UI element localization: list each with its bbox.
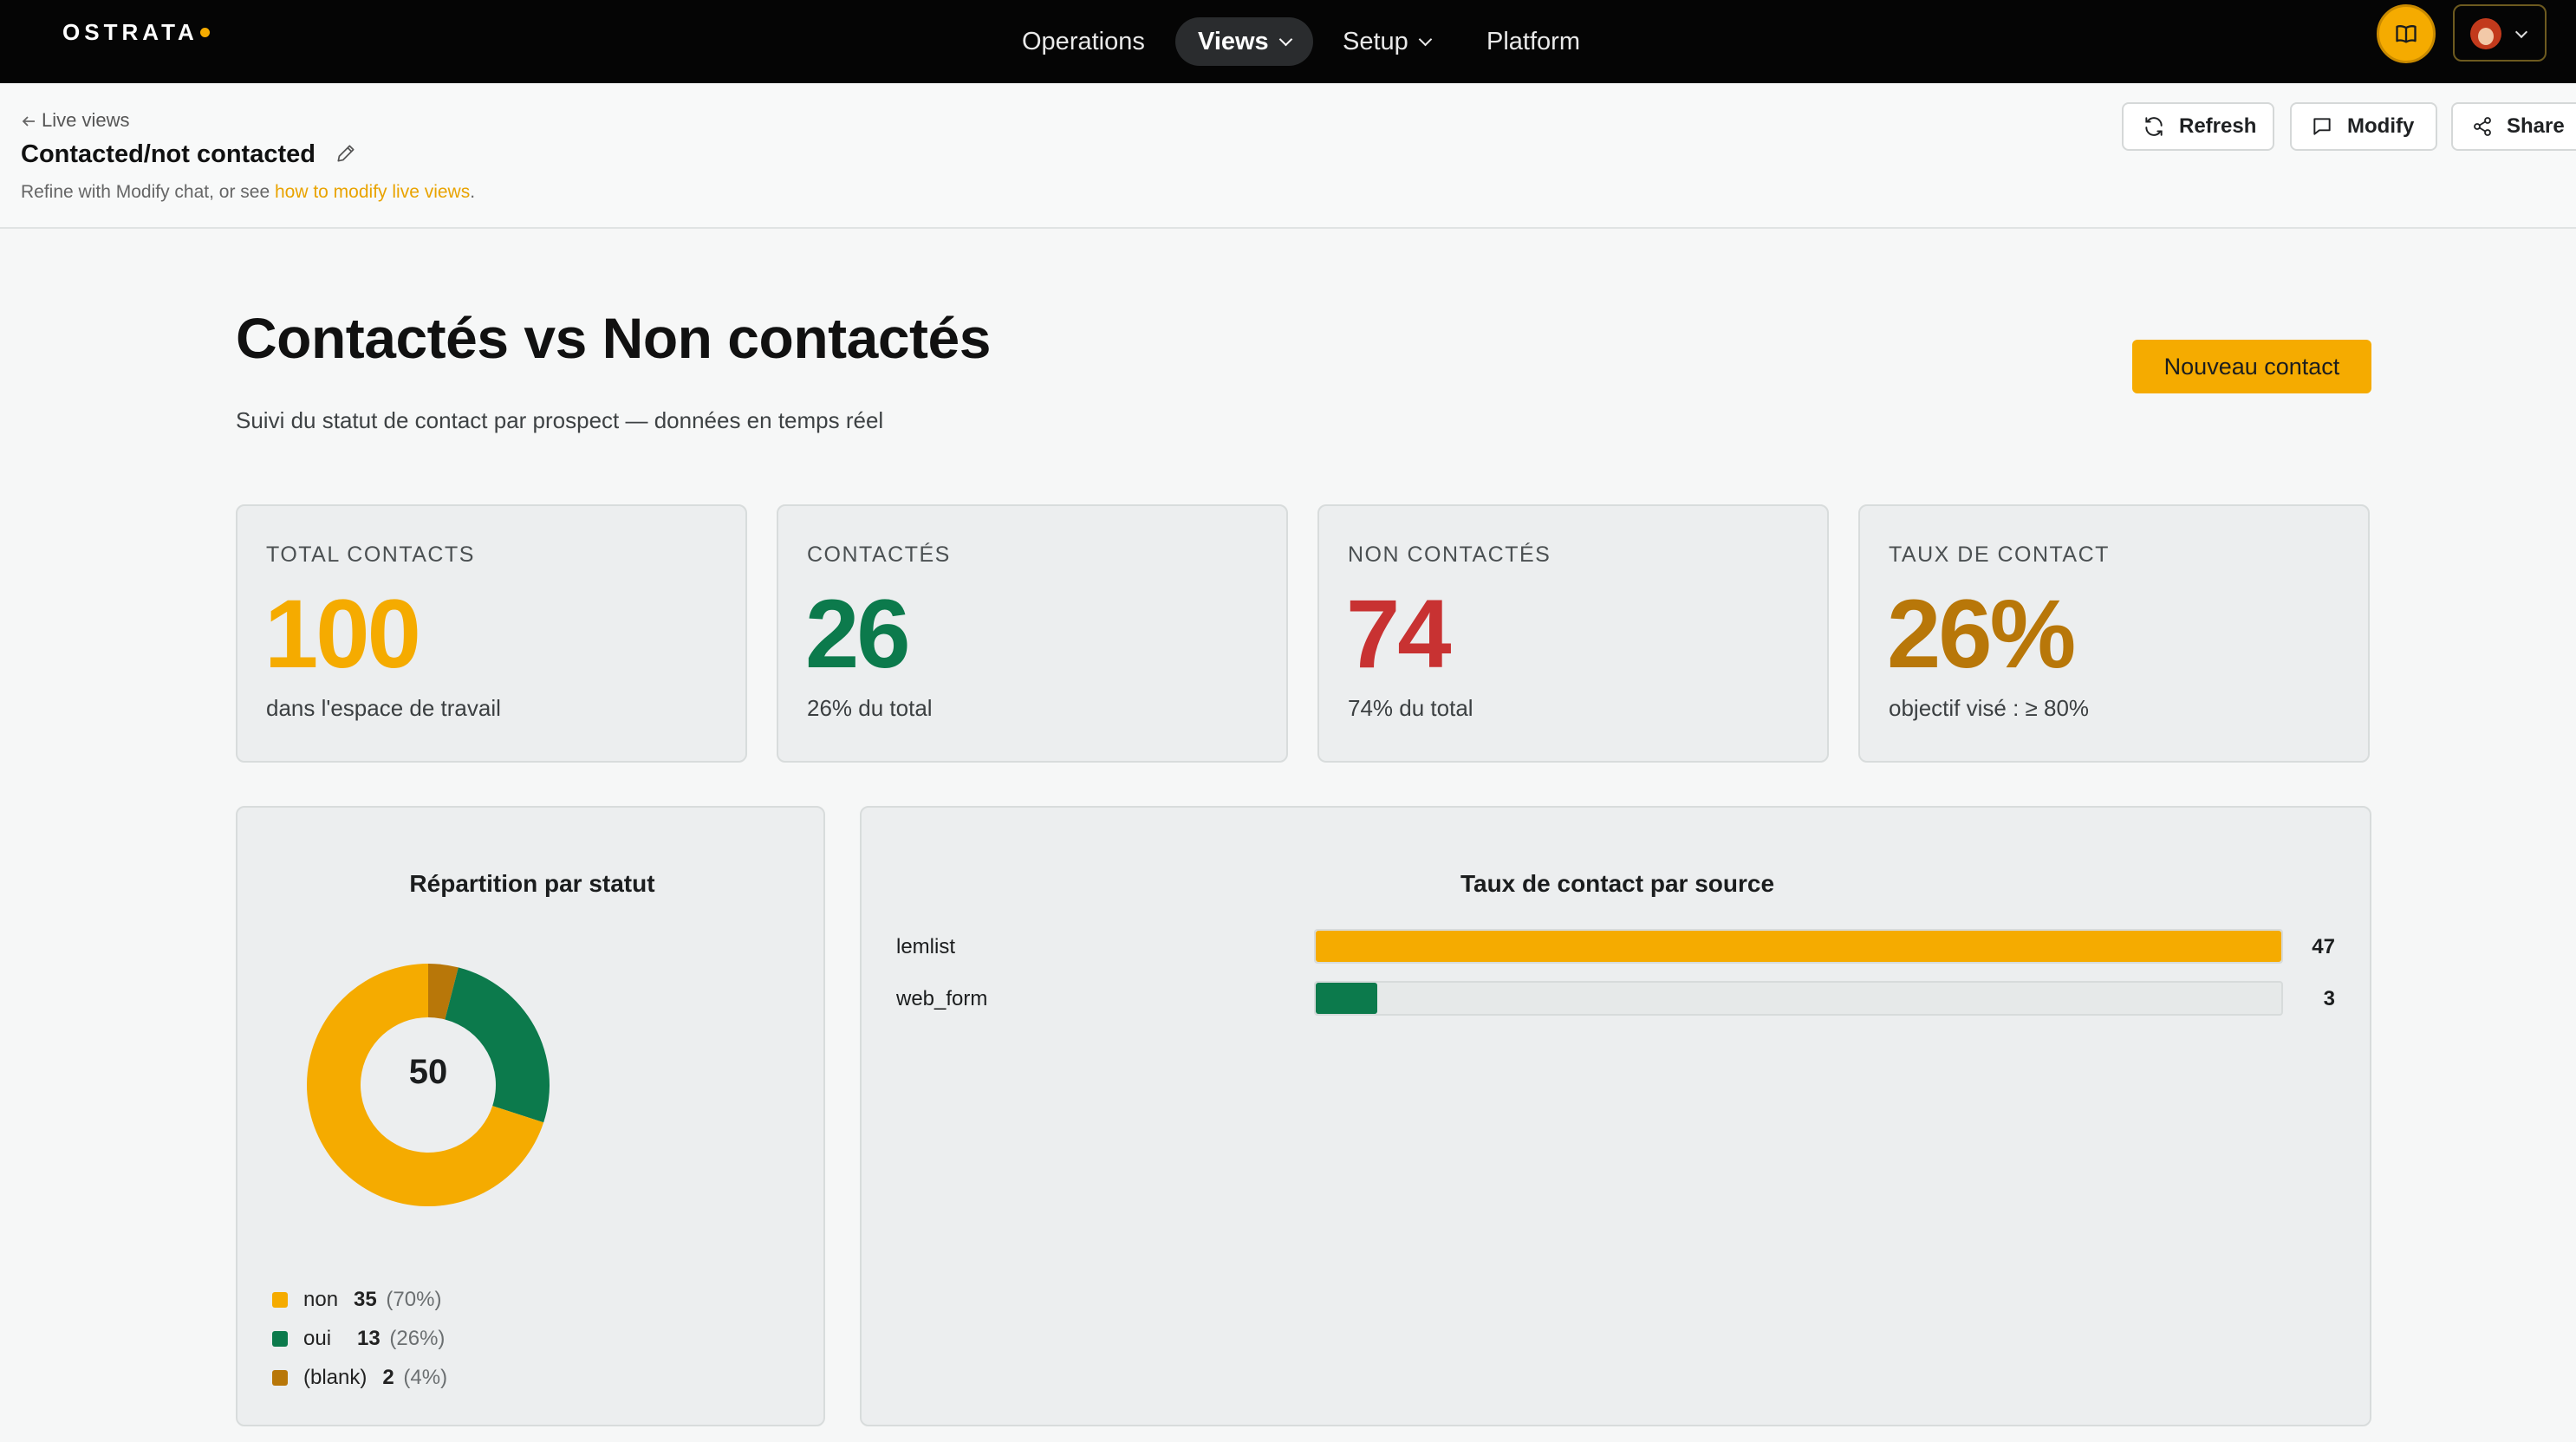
kpi-value: 26 — [805, 580, 911, 688]
page-title: Contacted/not contacted — [21, 140, 315, 168]
donut-slice-non — [307, 964, 544, 1206]
logo-dot — [200, 28, 210, 37]
refresh-button[interactable]: Refresh — [2122, 102, 2274, 151]
bar-lemlist — [1316, 931, 2281, 962]
contact-rate-by-source-panel: Taux de contact par source — [860, 806, 2371, 1426]
legend-name: oui — [303, 1327, 332, 1350]
refresh-icon — [2145, 117, 2163, 136]
book-icon — [2396, 25, 2417, 43]
avatar — [2470, 18, 2501, 49]
legend-count: 2 — [382, 1366, 394, 1389]
bar-category-label: lemlist — [896, 935, 956, 958]
nav-setup[interactable]: Setup — [1343, 17, 1433, 66]
nav-platform[interactable]: Platform — [1486, 28, 1580, 55]
donut-center-label: 50 — [408, 1053, 448, 1091]
docs-button[interactable] — [2377, 4, 2436, 63]
nav-setup-label: Setup — [1343, 28, 1408, 55]
legend-count: 35 — [354, 1288, 377, 1311]
kpi-note: 26% du total — [807, 695, 933, 721]
bar-category-label: web_form — [896, 987, 988, 1010]
legend-percent: (26%) — [389, 1327, 446, 1350]
legend-swatch — [272, 1370, 288, 1386]
legend-count: 13 — [357, 1327, 381, 1350]
arrow-left-icon — [22, 116, 35, 127]
donut-chart-title: Répartition par statut — [409, 870, 655, 897]
subtitle-suffix: . — [470, 182, 476, 202]
top-navigation-bar: OSTRATA Operations Views Setup Platform — [0, 0, 2576, 83]
legend-swatch — [272, 1331, 288, 1347]
chevron-down-icon — [1418, 32, 1433, 47]
new-contact-button[interactable]: Nouveau contact — [2132, 340, 2371, 393]
kpi-value: 74 — [1346, 580, 1452, 688]
dashboard-description: Suivi du statut de contact par prospect … — [236, 407, 884, 433]
view-subtitle: Refine with Modify chat, or see how to m… — [21, 182, 475, 203]
kpi-card-not-contacted: NON CONTACTÉS 74 74% du total — [1317, 504, 1829, 763]
kpi-label: TAUX DE CONTACT — [1889, 542, 2110, 567]
legend-item: (blank) 2 (4%) — [272, 1366, 447, 1390]
nav-views[interactable]: Views — [1175, 17, 1313, 66]
bar-value-label: 3 — [2323, 987, 2335, 1010]
legend-name: non — [303, 1288, 339, 1311]
bar-chart-title: Taux de contact par source — [1460, 870, 1775, 897]
legend-item: oui 13 (26%) — [272, 1327, 445, 1351]
bar-track — [1314, 929, 2283, 964]
legend-item: non 35 (70%) — [272, 1288, 441, 1312]
app-logo[interactable]: OSTRATA — [62, 19, 198, 45]
bar-value-label: 47 — [2312, 935, 2335, 958]
bar-track — [1314, 981, 2283, 1016]
kpi-note: 74% du total — [1348, 695, 1473, 721]
chat-icon — [2313, 118, 2331, 135]
chevron-down-icon — [1278, 32, 1292, 47]
modify-button[interactable]: Modify — [2290, 102, 2437, 151]
share-icon — [2474, 117, 2491, 136]
kpi-value: 26% — [1887, 580, 2076, 688]
modify-live-views-link[interactable]: how to modify live views — [274, 182, 471, 202]
status-donut-chart — [307, 964, 550, 1206]
refresh-label: Refresh — [2179, 114, 2257, 138]
nav-operations[interactable]: Operations — [1022, 28, 1145, 55]
legend-percent: (4%) — [403, 1366, 448, 1389]
share-button[interactable]: Share — [2451, 102, 2576, 151]
legend-percent: (70%) — [386, 1288, 442, 1311]
bar-web-form — [1316, 983, 1378, 1014]
donut-slice-blank — [428, 964, 459, 1020]
chevron-down-icon — [2514, 25, 2528, 39]
pencil-icon[interactable] — [335, 142, 357, 165]
kpi-note: dans l'espace de travail — [266, 695, 501, 721]
kpi-card-total: TOTAL CONTACTS 100 dans l'espace de trav… — [236, 504, 747, 763]
legend-swatch — [272, 1292, 288, 1308]
kpi-note: objectif visé : ≥ 80% — [1889, 695, 2090, 721]
kpi-label: NON CONTACTÉS — [1348, 542, 1551, 567]
donut-slice-oui — [445, 967, 550, 1123]
nav-views-label: Views — [1198, 28, 1269, 55]
subtitle-text: Refine with Modify chat, or see — [21, 182, 275, 202]
modify-label: Modify — [2347, 114, 2415, 138]
kpi-label: CONTACTÉS — [807, 542, 951, 567]
share-label: Share — [2507, 114, 2565, 138]
legend-name: (blank) — [303, 1366, 368, 1389]
back-link-label: Live views — [42, 109, 130, 131]
kpi-card-contact-rate: TAUX DE CONTACT 26% objectif visé : ≥ 80… — [1858, 504, 2370, 763]
kpi-value: 100 — [264, 580, 421, 688]
user-menu-button[interactable] — [2453, 4, 2547, 62]
kpi-label: TOTAL CONTACTS — [266, 542, 475, 567]
kpi-card-contacted: CONTACTÉS 26 26% du total — [777, 504, 1288, 763]
back-to-live-views-link[interactable]: Live views — [21, 109, 129, 132]
dashboard-title: Contactés vs Non contactés — [236, 306, 991, 370]
